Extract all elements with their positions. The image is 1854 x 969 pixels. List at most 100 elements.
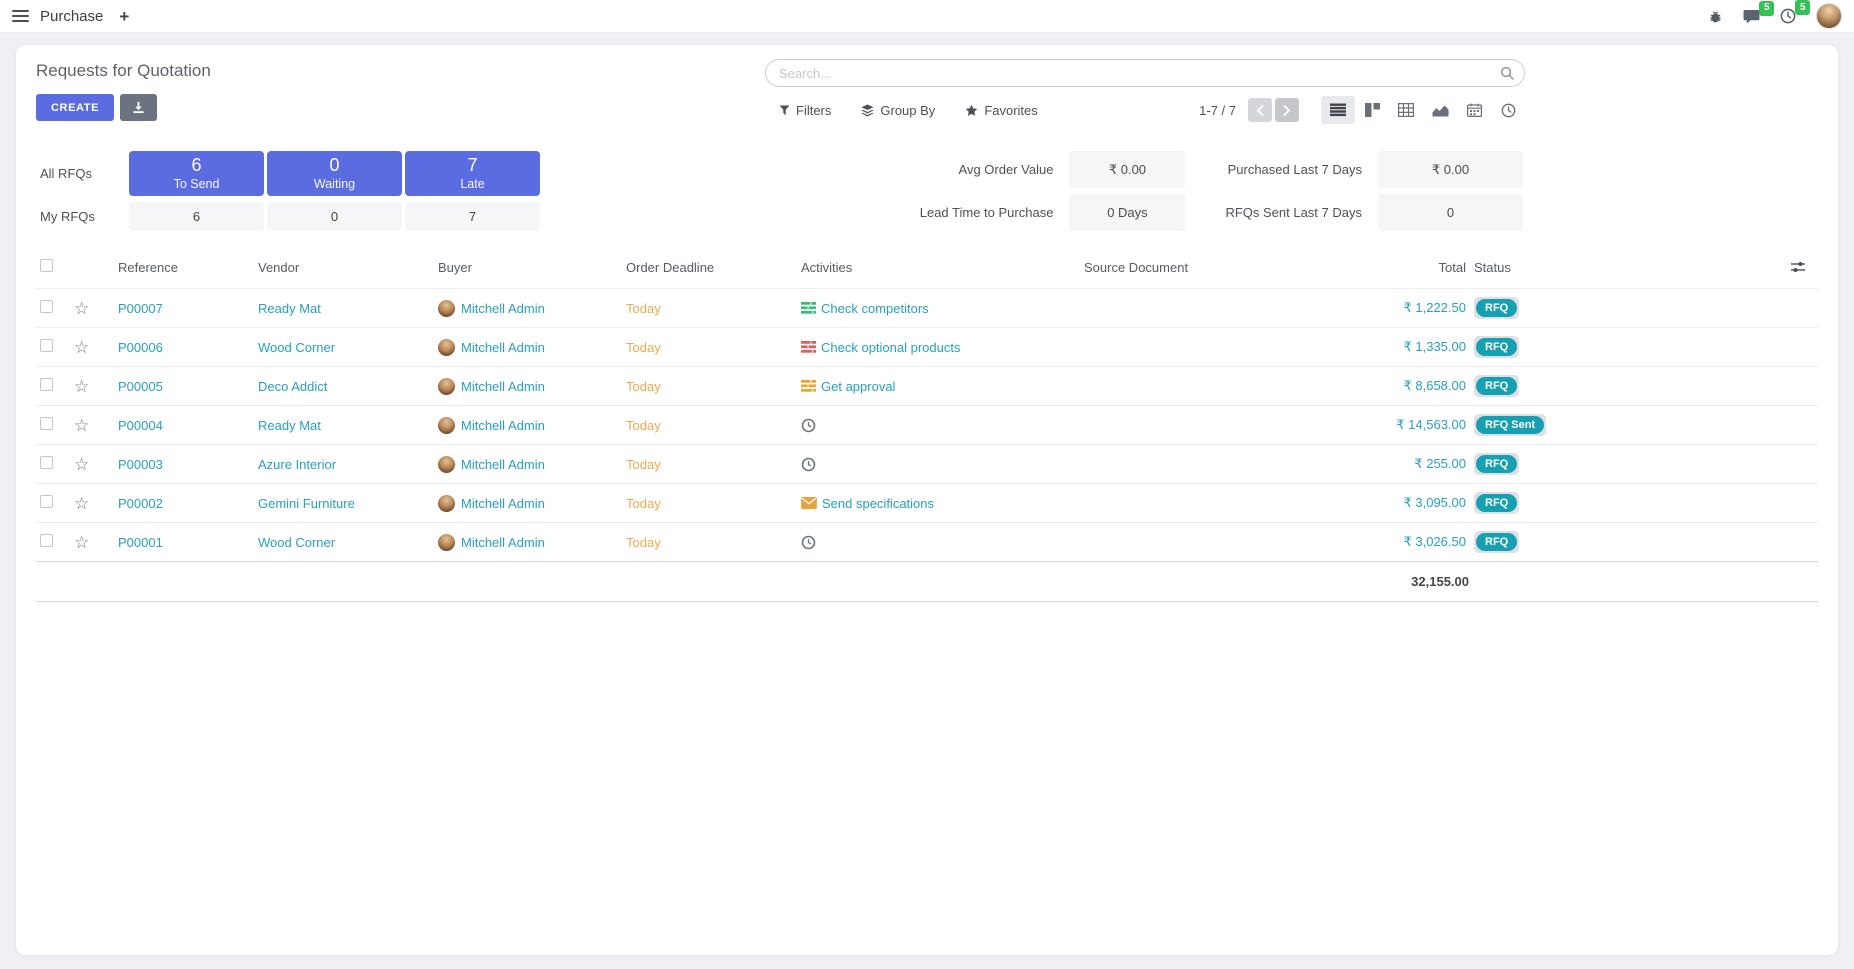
activities-button[interactable]: 5 xyxy=(1780,0,1810,24)
favorites-button[interactable]: Favorites xyxy=(965,103,1038,118)
col-total[interactable]: Total xyxy=(1438,259,1466,275)
reference-link[interactable]: P00007 xyxy=(118,300,163,316)
new-tab-plus-button[interactable]: + xyxy=(119,6,130,26)
optional-columns-button[interactable] xyxy=(1782,261,1814,273)
create-button[interactable]: CREATE xyxy=(36,94,115,121)
view-calendar-button[interactable] xyxy=(1457,96,1491,124)
col-order-deadline[interactable]: Order Deadline xyxy=(626,259,715,275)
col-activities[interactable]: Activities xyxy=(801,259,853,275)
favorite-star-icon[interactable]: ☆ xyxy=(74,298,90,318)
favorite-star-icon[interactable]: ☆ xyxy=(74,454,90,474)
vendor-link[interactable]: Deco Addict xyxy=(258,378,328,394)
tile-all-waiting[interactable]: 0 Waiting xyxy=(267,151,402,196)
buyer-link[interactable]: Mitchell Admin xyxy=(461,378,545,394)
activity-cell[interactable]: Check optional products xyxy=(801,340,1076,355)
vendor-link[interactable]: Ready Mat xyxy=(258,417,321,433)
activity-label[interactable]: Send specifications xyxy=(822,495,935,511)
tile-my-late[interactable]: 7 xyxy=(405,202,540,231)
tile-my-waiting[interactable]: 0 xyxy=(267,202,402,231)
chat-bubble-icon xyxy=(1743,9,1760,24)
activity-cell[interactable]: Get approval xyxy=(801,379,1076,394)
vendor-link[interactable]: Wood Corner xyxy=(258,534,336,550)
table-row[interactable]: ☆ P00002 Gemini Furniture Mitchell Admin… xyxy=(36,483,1818,523)
top-navbar: Purchase + 5 5 xyxy=(0,0,1854,33)
stat-label: Lead Time to Purchase xyxy=(919,205,1054,220)
messages-button[interactable]: 5 xyxy=(1743,0,1774,24)
vendor-link[interactable]: Gemini Furniture xyxy=(258,495,355,511)
view-activity-button[interactable] xyxy=(1491,96,1525,124)
group-by-button[interactable]: Group By xyxy=(861,103,935,118)
apps-menu-icon[interactable] xyxy=(12,10,29,22)
buyer-link[interactable]: Mitchell Admin xyxy=(461,534,545,550)
col-source-document[interactable]: Source Document xyxy=(1084,259,1189,275)
activity-cell[interactable] xyxy=(801,418,1076,433)
row-checkbox[interactable] xyxy=(40,456,53,469)
row-checkbox[interactable] xyxy=(40,339,53,352)
vendor-link[interactable]: Ready Mat xyxy=(258,300,321,316)
user-avatar[interactable] xyxy=(1816,3,1842,29)
activity-view-icon xyxy=(1501,103,1515,117)
row-checkbox[interactable] xyxy=(40,378,53,391)
activity-cell[interactable]: Check competitors xyxy=(801,301,1076,316)
export-button[interactable] xyxy=(120,94,158,121)
buyer-link[interactable]: Mitchell Admin xyxy=(461,300,545,316)
buyer-link[interactable]: Mitchell Admin xyxy=(461,417,545,433)
reference-link[interactable]: P00006 xyxy=(118,339,163,355)
pager-next-button[interactable] xyxy=(1275,98,1299,122)
table-row[interactable]: ☆ P00007 Ready Mat Mitchell Admin Today … xyxy=(36,288,1818,328)
buyer-link[interactable]: Mitchell Admin xyxy=(461,456,545,472)
col-buyer[interactable]: Buyer xyxy=(438,259,472,275)
activity-label[interactable]: Get approval xyxy=(821,378,896,394)
buyer-link[interactable]: Mitchell Admin xyxy=(461,495,545,511)
tile-my-to-send[interactable]: 6 xyxy=(129,202,264,231)
view-kanban-button[interactable] xyxy=(1355,96,1389,124)
status-badge: RFQ xyxy=(1474,452,1520,476)
table-row[interactable]: ☆ P00001 Wood Corner Mitchell Admin Toda… xyxy=(36,522,1818,562)
pager-prev-button[interactable] xyxy=(1248,98,1272,122)
col-status[interactable]: Status xyxy=(1474,259,1511,275)
content-card: Requests for Quotation CREATE Filters xyxy=(16,45,1838,955)
view-graph-button[interactable] xyxy=(1423,96,1457,124)
reference-link[interactable]: P00005 xyxy=(118,378,163,394)
page-title: Requests for Quotation xyxy=(36,61,211,80)
favorite-star-icon[interactable]: ☆ xyxy=(74,415,90,435)
select-all-checkbox[interactable] xyxy=(40,259,53,272)
table-row[interactable]: ☆ P00006 Wood Corner Mitchell Admin Toda… xyxy=(36,327,1818,367)
col-vendor[interactable]: Vendor xyxy=(258,259,300,275)
reference-link[interactable]: P00004 xyxy=(118,417,163,433)
search-input[interactable] xyxy=(765,59,1525,87)
favorite-star-icon[interactable]: ☆ xyxy=(74,337,90,357)
favorite-star-icon[interactable]: ☆ xyxy=(74,532,90,552)
total-amount: ₹ 8,658.00 xyxy=(1403,378,1467,393)
view-list-button[interactable] xyxy=(1321,96,1355,124)
row-checkbox[interactable] xyxy=(40,495,53,508)
table-row[interactable]: ☆ P00005 Deco Addict Mitchell Admin Toda… xyxy=(36,366,1818,406)
activity-cell[interactable] xyxy=(801,457,1076,472)
col-reference[interactable]: Reference xyxy=(118,259,178,275)
debug-bug-icon[interactable] xyxy=(1708,9,1723,24)
buyer-link[interactable]: Mitchell Admin xyxy=(461,339,545,355)
reference-link[interactable]: P00002 xyxy=(118,495,163,511)
vendor-link[interactable]: Azure Interior xyxy=(258,456,337,472)
app-title[interactable]: Purchase xyxy=(40,7,104,25)
row-checkbox[interactable] xyxy=(40,300,53,313)
reference-link[interactable]: P00001 xyxy=(118,534,163,550)
row-checkbox[interactable] xyxy=(40,417,53,430)
activity-label[interactable]: Check competitors xyxy=(821,300,929,316)
activity-cell[interactable] xyxy=(801,535,1076,550)
filters-button[interactable]: Filters xyxy=(779,103,831,118)
table-row[interactable]: ☆ P00004 Ready Mat Mitchell Admin Today … xyxy=(36,405,1818,445)
search-icon[interactable] xyxy=(1500,66,1514,80)
reference-link[interactable]: P00003 xyxy=(118,456,163,472)
favorite-star-icon[interactable]: ☆ xyxy=(74,376,90,396)
tile-all-to-send[interactable]: 6 To Send xyxy=(129,151,264,196)
tile-all-late[interactable]: 7 Late xyxy=(405,151,540,196)
favorite-star-icon[interactable]: ☆ xyxy=(74,493,90,513)
activity-label[interactable]: Check optional products xyxy=(821,339,961,355)
table-row[interactable]: ☆ P00003 Azure Interior Mitchell Admin T… xyxy=(36,444,1818,484)
row-checkbox[interactable] xyxy=(40,534,53,547)
vendor-link[interactable]: Wood Corner xyxy=(258,339,336,355)
activities-count-badge: 5 xyxy=(1795,0,1810,15)
activity-cell[interactable]: Send specifications xyxy=(801,496,1076,511)
view-pivot-button[interactable] xyxy=(1389,96,1423,124)
